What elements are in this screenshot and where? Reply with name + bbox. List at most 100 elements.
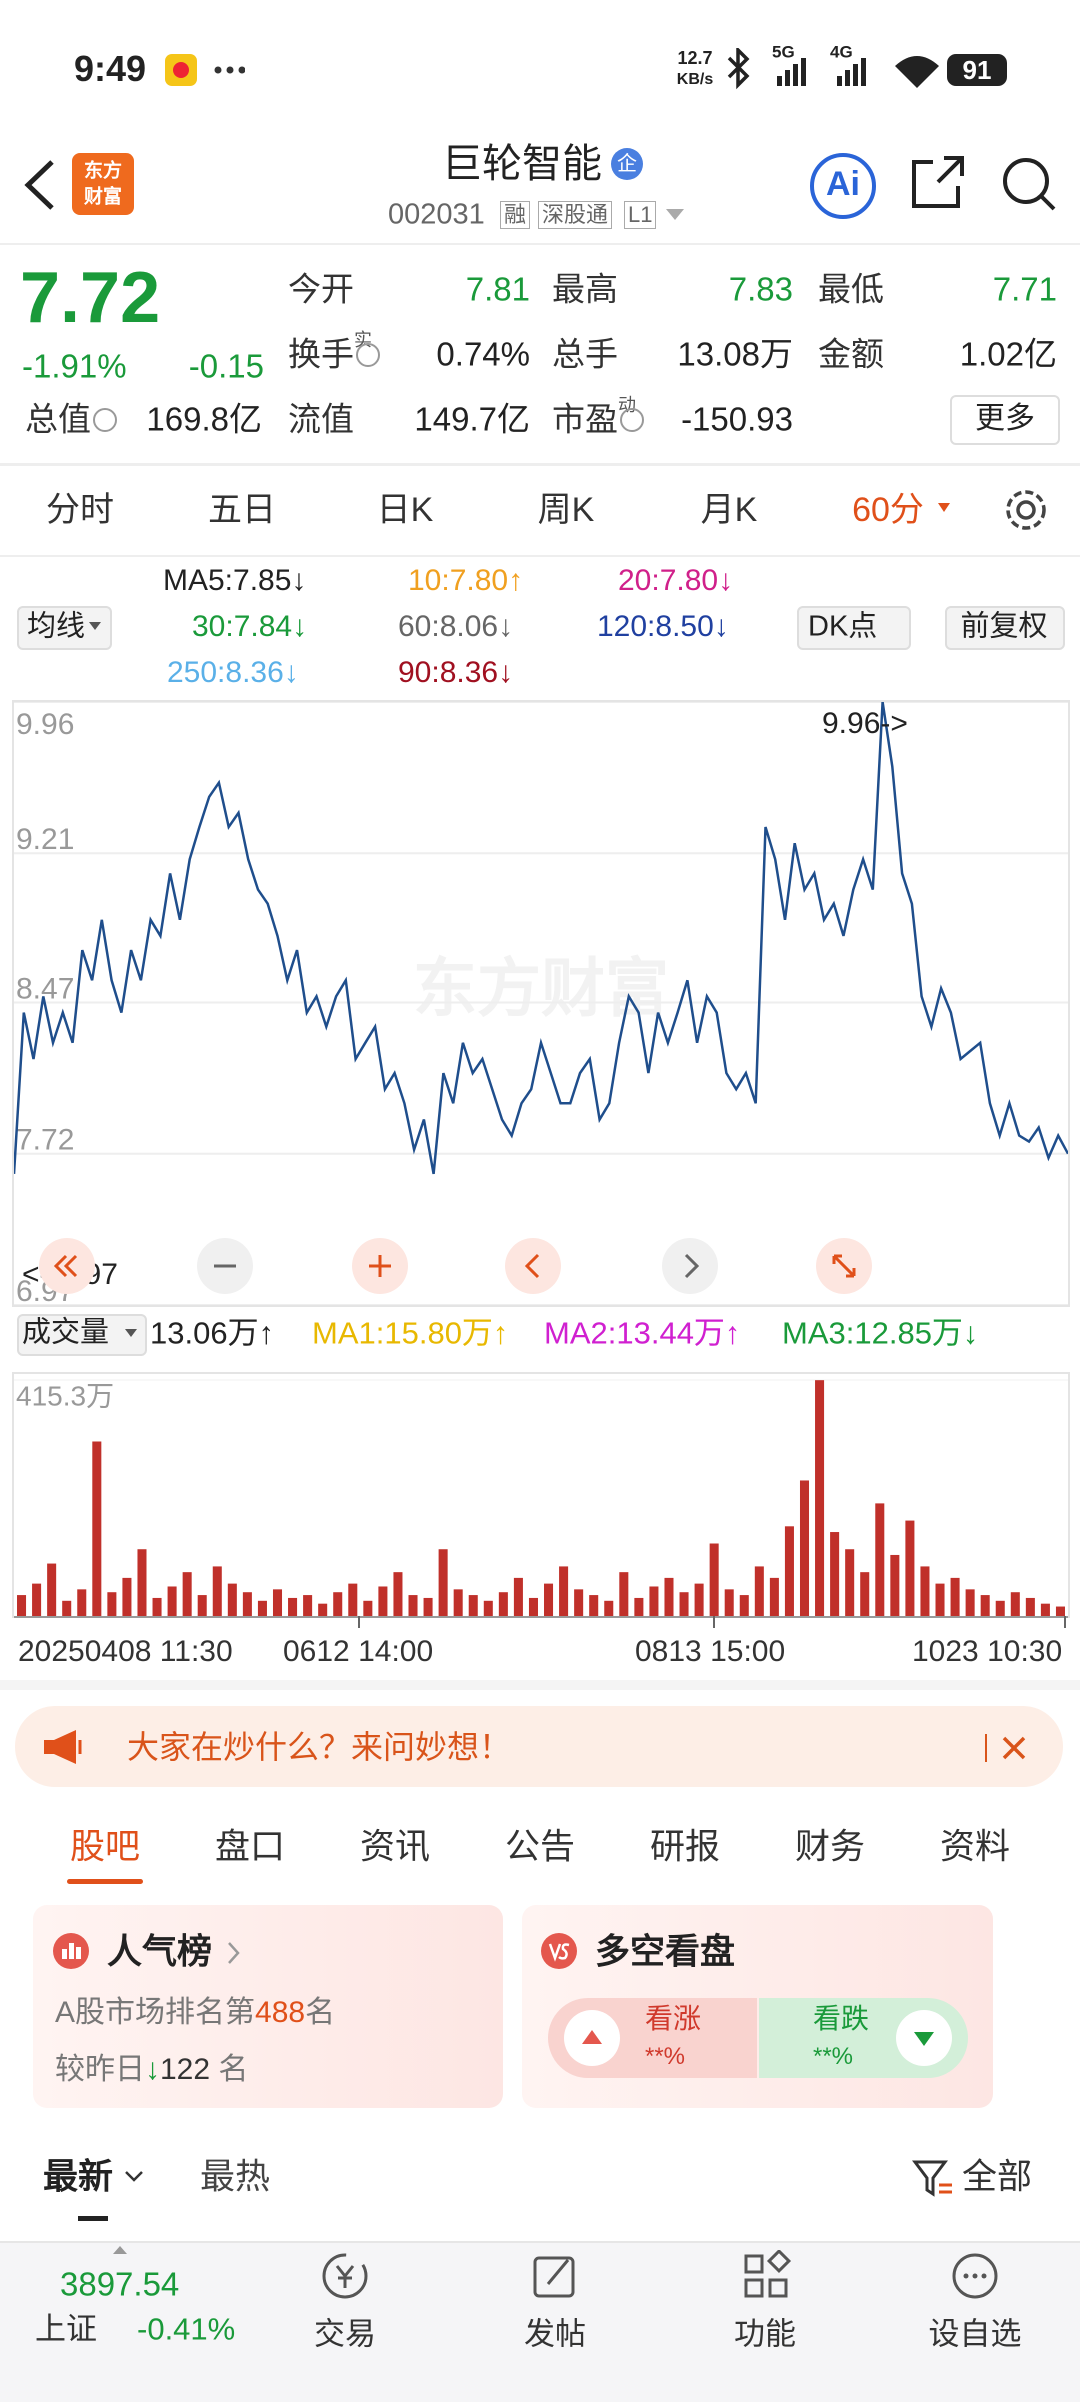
chart-button-icon — [53, 1254, 78, 1278]
rank-suffix: 名 — [305, 1996, 336, 2029]
field-label: 最高 — [552, 270, 618, 308]
chart-button-icon — [832, 1254, 856, 1278]
app-logo — [72, 153, 134, 215]
sort-hot[interactable]: 最热 — [200, 2157, 271, 2197]
sort-underline — [78, 2216, 108, 2221]
bear-label[interactable]: 看跌 — [813, 2003, 870, 2034]
change-prefix: 较昨日 — [55, 2053, 145, 2086]
dropdown-icon[interactable] — [938, 503, 950, 512]
volume-bar — [544, 1583, 554, 1618]
volume-current: 13.06万↑ — [150, 1315, 275, 1351]
bear-value: **% — [813, 2043, 854, 2070]
ai-button[interactable] — [810, 153, 876, 219]
bottom-icons[interactable] — [310, 2250, 1010, 2302]
adjust-button[interactable]: 前复权 — [960, 610, 1048, 643]
header-icons[interactable] — [908, 152, 1058, 212]
field-value: 149.7亿 — [414, 400, 530, 438]
x-tick-label: 20250408 11:30 — [18, 1635, 233, 1668]
y-tick-label: 7.72 — [16, 1124, 74, 1157]
volume-bar — [1010, 1592, 1020, 1618]
volume-bar — [1040, 1603, 1050, 1618]
rank-icon — [53, 1933, 89, 1969]
volume-bar — [303, 1595, 313, 1618]
x-tick-label: 0813 15:00 — [635, 1635, 786, 1668]
bull-label[interactable]: 看涨 — [645, 2003, 702, 2034]
price-line — [14, 702, 1068, 1175]
info-icon[interactable] — [93, 408, 117, 432]
volume-bar — [965, 1589, 975, 1618]
sort-latest[interactable]: 最新 — [43, 2157, 114, 2197]
close-button[interactable] — [982, 1730, 1032, 1766]
period-tab[interactable]: 月K — [700, 491, 758, 529]
period-tab[interactable]: 周K — [537, 491, 595, 529]
volume-bar — [62, 1600, 72, 1618]
card-title[interactable]: 多空看盘 — [595, 1932, 736, 1972]
card-title[interactable]: 人气榜 — [107, 1932, 213, 1972]
ma-selector[interactable]: 均线 — [27, 610, 86, 643]
field-value: 0.74% — [436, 335, 530, 373]
tag: 融 — [500, 201, 531, 229]
volume-bar — [935, 1583, 945, 1618]
period-tab[interactable]: 五日 — [208, 491, 276, 529]
volume-bar — [649, 1586, 659, 1618]
banner[interactable] — [15, 1706, 1063, 1787]
dk-button[interactable]: DK点 — [808, 610, 878, 643]
dropdown-icon[interactable] — [124, 1327, 138, 1339]
dropdown-icon[interactable] — [124, 2170, 144, 2184]
content-tab[interactable]: 资料 — [939, 1827, 1011, 1867]
bottom-item[interactable]: 发帖 — [524, 2316, 586, 2352]
bottom-item[interactable]: 交易 — [314, 2316, 376, 2352]
content-tab[interactable]: 盘口 — [214, 1827, 286, 1867]
battery: 91 — [962, 55, 992, 85]
content-tab[interactable]: 研报 — [649, 1827, 721, 1867]
net-speed: 12.7 — [677, 48, 713, 68]
content-tab[interactable]: 股吧 — [69, 1827, 141, 1867]
volume-ma-value: MA1:15.80万↑ — [312, 1315, 509, 1351]
settings-icon[interactable] — [1003, 487, 1049, 533]
ma-value: 120:8.50↓ — [597, 610, 729, 643]
index-name[interactable]: 上证 — [35, 2311, 97, 2347]
megaphone-icon — [44, 1730, 82, 1764]
bottom-item[interactable]: 功能 — [734, 2316, 796, 2352]
popularity-card[interactable] — [33, 1905, 503, 2108]
ma-value: 30:7.84↓ — [192, 610, 308, 643]
period-tab[interactable]: 日K — [376, 491, 434, 529]
info-icon[interactable] — [356, 343, 380, 367]
badge: 企 — [611, 148, 643, 180]
filter-icon[interactable] — [912, 2158, 954, 2198]
vote-icons — [564, 2010, 952, 2066]
volume-bar — [363, 1600, 373, 1618]
volume-selector[interactable]: 成交量 — [22, 1316, 110, 1349]
volume-bar — [574, 1589, 584, 1618]
volume-bar — [197, 1595, 207, 1618]
volume-bar — [709, 1543, 719, 1618]
filter-label[interactable]: 全部 — [962, 2157, 1033, 2197]
volume-bar — [679, 1592, 689, 1618]
banner-text[interactable]: 大家在炒什么？来问妙想！ — [127, 1729, 512, 1765]
content-tab[interactable]: 财务 — [794, 1827, 866, 1867]
dropdown-icon[interactable] — [664, 206, 686, 222]
field-label: 今开 — [288, 270, 354, 308]
content-tab[interactable]: 公告 — [504, 1827, 576, 1867]
field-value: 7.81 — [465, 270, 530, 308]
x-tick — [358, 1616, 360, 1628]
index-value[interactable]: 3897.54 — [60, 2265, 180, 2303]
field-value: 13.08万 — [677, 335, 793, 373]
index-change[interactable]: -0.41% — [137, 2311, 236, 2347]
period-tab[interactable]: 60分 — [852, 491, 924, 529]
volume-bar — [468, 1595, 478, 1618]
back-button[interactable] — [20, 158, 60, 212]
dropdown-icon[interactable] — [88, 620, 102, 632]
period-tab[interactable]: 分时 — [46, 491, 114, 529]
ai-label[interactable]: Ai — [826, 165, 860, 203]
more-button[interactable]: 更多 — [975, 402, 1035, 435]
volume-bar — [453, 1589, 463, 1618]
content-tab[interactable]: 资讯 — [359, 1827, 431, 1867]
field-value: 7.71 — [992, 270, 1057, 308]
bottom-item[interactable]: 设自选 — [928, 2316, 1022, 2352]
volume-bar — [905, 1520, 915, 1618]
info-icon[interactable] — [620, 408, 644, 432]
rank-line: A股市场排名第488名 — [55, 1998, 335, 2028]
volume-bar — [257, 1600, 267, 1618]
